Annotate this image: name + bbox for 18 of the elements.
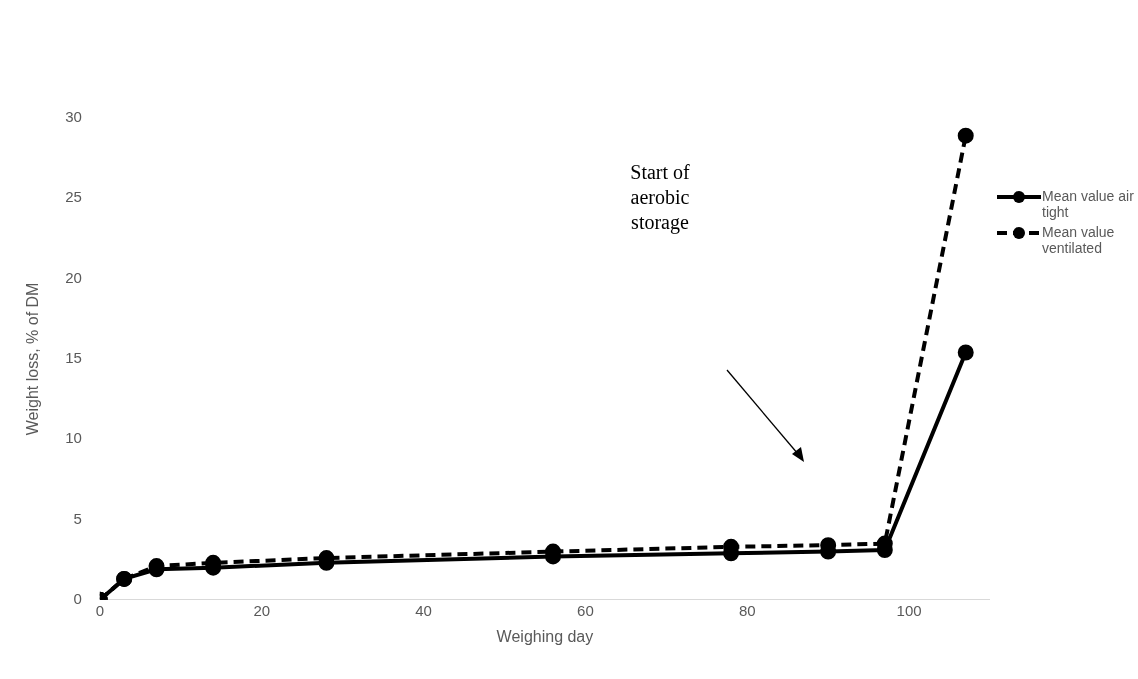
x-tick-label: 0 [95,601,105,619]
y-tick-label: 5 [73,509,82,527]
y-axis-title: Weight loss, % of DM [24,282,42,436]
annotation: Start of aerobic storage [629,160,691,235]
y-tick-label: 10 [65,429,82,447]
x-tick-label: 80 [738,601,756,619]
x-tick-label: 60 [577,601,594,619]
legend-label: Mean value air tight [1042,188,1135,220]
legend-label: Mean value ventilated [1042,224,1116,256]
y-tick-label: 30 [65,108,82,126]
y-tick-label: 20 [65,268,82,286]
x-tick-label: 100 [896,601,922,619]
y-tick-label: 25 [65,188,82,206]
y-tick-label: 0 [73,589,82,607]
y-tick-label: 15 [65,349,82,367]
x-tick-label: 40 [415,601,432,619]
x-axis-title: Weighing day [496,627,594,645]
x-tick-label: 20 [253,601,271,619]
